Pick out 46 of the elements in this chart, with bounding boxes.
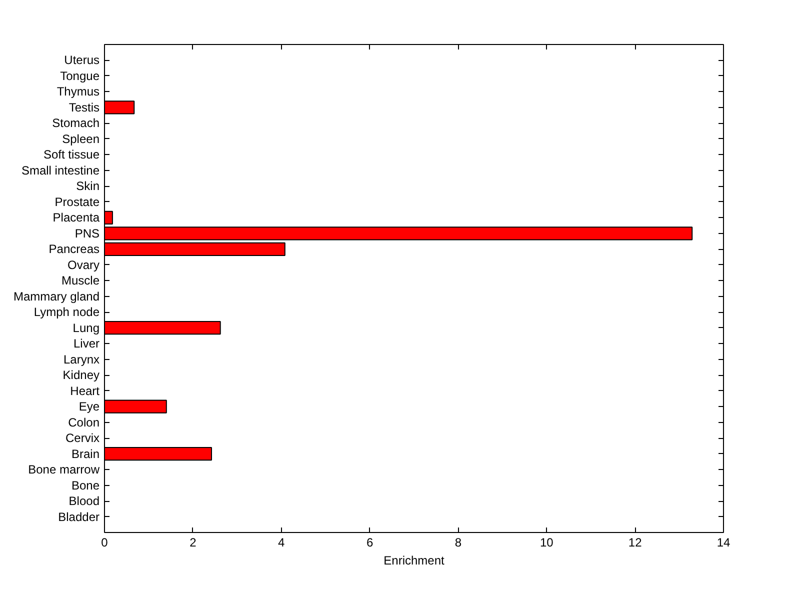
y-tick-label: Larynx bbox=[63, 352, 100, 366]
y-tick-label: Lymph node bbox=[34, 305, 100, 320]
y-tick-label: Bladder bbox=[58, 510, 100, 524]
y-tick-label: Skin bbox=[76, 179, 100, 194]
y-tick-label: Placenta bbox=[52, 210, 100, 225]
x-axis-title: Enrichment bbox=[384, 554, 446, 568]
y-tick-label: Lung bbox=[72, 320, 100, 335]
y-tick-label: Small intestine bbox=[21, 163, 100, 178]
bar bbox=[104, 226, 693, 240]
y-tick-label: PNS bbox=[74, 226, 100, 240]
y-tick-label: Cervix bbox=[66, 431, 100, 446]
y-tick-label: Colon bbox=[68, 415, 100, 430]
y-tick-label: Pancreas bbox=[48, 242, 100, 256]
y-tick-label: Prostate bbox=[54, 194, 100, 209]
x-tick-label: 10 bbox=[540, 536, 554, 550]
x-tick-label: 6 bbox=[366, 536, 374, 550]
y-tick-label: Testis bbox=[68, 100, 100, 114]
y-tick-label: Tongue bbox=[60, 68, 100, 83]
y-tick-label: Soft tissue bbox=[43, 148, 100, 162]
y-tick-label: Uterus bbox=[64, 53, 100, 68]
bar bbox=[104, 446, 212, 461]
x-tick-label: 14 bbox=[716, 536, 730, 550]
y-tick-label: Muscle bbox=[61, 274, 100, 288]
y-tick-label: Stomach bbox=[52, 116, 100, 130]
y-tick-label: Bone bbox=[71, 478, 100, 492]
x-tick-label: 12 bbox=[628, 536, 642, 550]
bar bbox=[104, 400, 167, 414]
y-tick-label: Kidney bbox=[62, 368, 100, 382]
y-tick-label: Eye bbox=[78, 400, 100, 414]
y-tick-label: Thymus bbox=[56, 84, 100, 99]
y-tick-label: Brain bbox=[71, 446, 100, 461]
y-tick-label: Bone marrow bbox=[28, 462, 100, 477]
bar bbox=[104, 321, 221, 335]
y-tick-label: Heart bbox=[70, 384, 100, 398]
x-tick-label: 8 bbox=[454, 536, 462, 550]
bar bbox=[104, 242, 286, 256]
y-tick-label: Blood bbox=[68, 494, 100, 508]
bar bbox=[104, 210, 113, 224]
x-tick-label: 0 bbox=[101, 536, 108, 550]
bar bbox=[104, 100, 135, 114]
y-tick-label: Spleen bbox=[62, 132, 100, 146]
x-tick-label: 2 bbox=[190, 536, 197, 550]
y-tick-label: Mammary gland bbox=[13, 289, 100, 304]
x-tick-label: 4 bbox=[278, 536, 286, 550]
y-tick-label: Ovary bbox=[67, 258, 100, 272]
y-tick-label: Liver bbox=[73, 336, 100, 351]
